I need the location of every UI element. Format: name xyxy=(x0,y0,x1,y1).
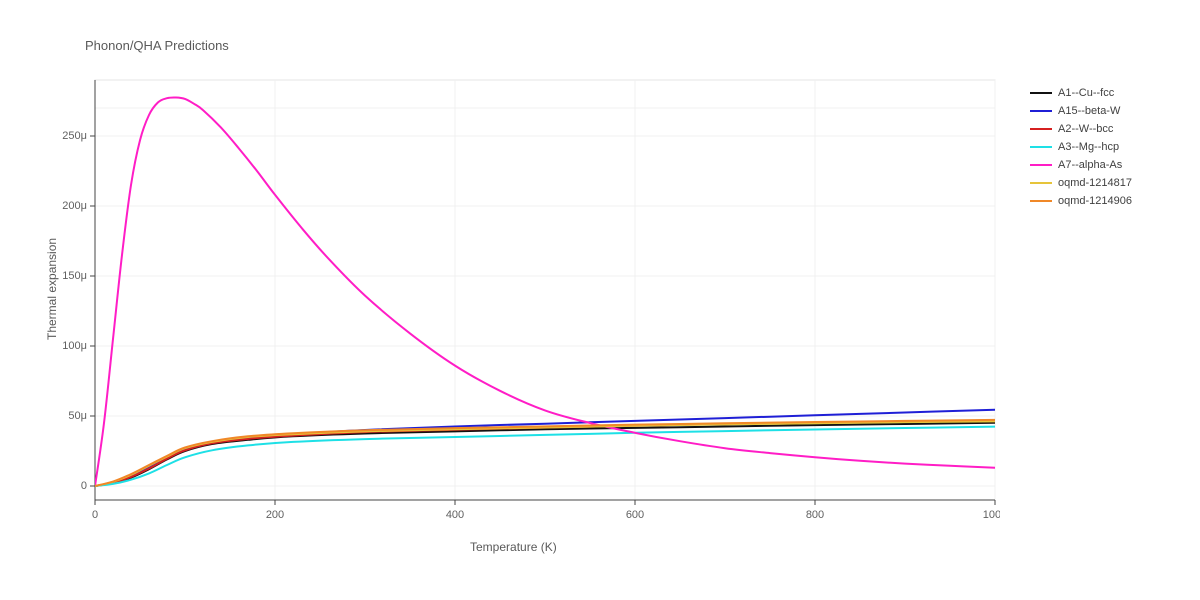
legend-swatch xyxy=(1030,164,1052,166)
svg-text:0: 0 xyxy=(81,480,87,492)
legend-label: A3--Mg--hcp xyxy=(1058,141,1119,153)
series-line[interactable] xyxy=(95,427,995,486)
svg-text:800: 800 xyxy=(806,509,824,521)
svg-text:0: 0 xyxy=(92,509,98,521)
legend-label: A1--Cu--fcc xyxy=(1058,87,1114,99)
plot-area: 0 200 400 600 800 1000 0 50μ 100μ 150μ 200μ 250μ xyxy=(55,75,1000,530)
legend-swatch xyxy=(1030,182,1052,184)
x-axis-label: Temperature (K) xyxy=(470,540,557,554)
legend-item[interactable]: oqmd-1214817 xyxy=(1030,174,1132,192)
svg-text:1000: 1000 xyxy=(983,509,1000,521)
legend-swatch xyxy=(1030,128,1052,130)
svg-text:400: 400 xyxy=(446,509,464,521)
svg-text:150μ: 150μ xyxy=(62,270,87,282)
svg-text:50μ: 50μ xyxy=(68,410,87,422)
legend-swatch xyxy=(1030,92,1052,94)
chart-container: { "chart": { "type": "line", "title": "P… xyxy=(0,0,1200,600)
legend-item[interactable]: A2--W--bcc xyxy=(1030,120,1132,138)
svg-text:600: 600 xyxy=(626,509,644,521)
legend-label: A15--beta-W xyxy=(1058,105,1120,117)
legend-label: oqmd-1214817 xyxy=(1058,177,1132,189)
chart-title: Phonon/QHA Predictions xyxy=(85,38,229,53)
legend-item[interactable]: A1--Cu--fcc xyxy=(1030,84,1132,102)
legend-swatch xyxy=(1030,146,1052,148)
legend-item[interactable]: oqmd-1214906 xyxy=(1030,192,1132,210)
svg-text:200μ: 200μ xyxy=(62,200,87,212)
legend-item[interactable]: A7--alpha-As xyxy=(1030,156,1132,174)
legend-label: A7--alpha-As xyxy=(1058,159,1122,171)
legend-swatch xyxy=(1030,200,1052,202)
svg-text:200: 200 xyxy=(266,509,284,521)
svg-text:100μ: 100μ xyxy=(62,340,87,352)
legend-item[interactable]: A3--Mg--hcp xyxy=(1030,138,1132,156)
legend[interactable]: A1--Cu--fcc A15--beta-W A2--W--bcc A3--Mg--… xyxy=(1030,84,1132,210)
legend-swatch xyxy=(1030,110,1052,112)
legend-item[interactable]: A15--beta-W xyxy=(1030,102,1132,120)
legend-label: oqmd-1214906 xyxy=(1058,195,1132,207)
svg-text:250μ: 250μ xyxy=(62,130,87,142)
legend-label: A2--W--bcc xyxy=(1058,123,1113,135)
series-line[interactable] xyxy=(95,421,995,486)
series-line[interactable] xyxy=(95,423,995,486)
